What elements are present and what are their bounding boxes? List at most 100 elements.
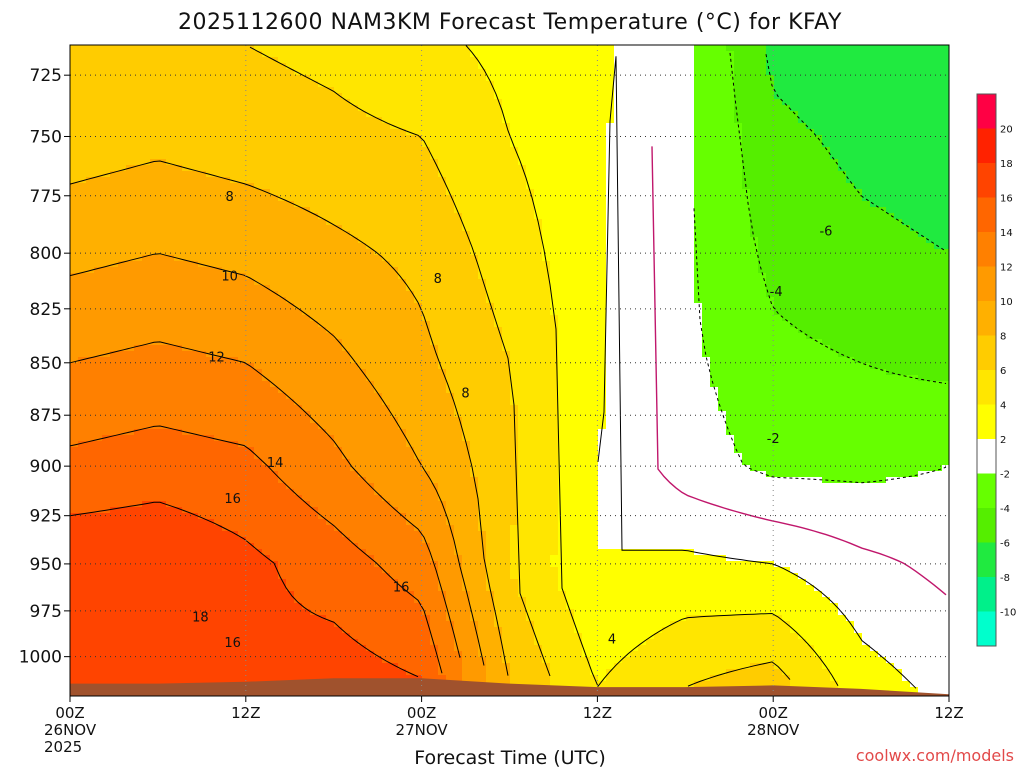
field-cell bbox=[374, 597, 383, 604]
field-cell bbox=[302, 561, 311, 568]
field-cell bbox=[230, 417, 239, 424]
field-cell bbox=[182, 543, 191, 550]
field-cell bbox=[270, 549, 279, 556]
field-cell bbox=[134, 81, 143, 88]
field-cell bbox=[142, 213, 151, 220]
field-cell bbox=[358, 471, 367, 478]
field-cell bbox=[246, 441, 255, 448]
field-cell bbox=[318, 375, 327, 382]
field-cell bbox=[166, 87, 175, 94]
field-cell bbox=[166, 57, 175, 64]
field-cell bbox=[166, 213, 175, 220]
field-cell bbox=[70, 471, 79, 478]
field-cell bbox=[78, 555, 87, 562]
field-cell bbox=[366, 129, 375, 136]
field-cell bbox=[414, 579, 423, 586]
field-cell bbox=[118, 357, 127, 364]
field-cell bbox=[158, 237, 167, 244]
field-cell bbox=[230, 501, 239, 508]
field-cell bbox=[230, 663, 239, 670]
field-cell bbox=[350, 363, 359, 370]
field-cell bbox=[406, 219, 415, 226]
field-cell bbox=[390, 45, 399, 52]
field-cell bbox=[70, 63, 79, 70]
field-cell bbox=[174, 51, 183, 58]
field-cell bbox=[262, 153, 271, 160]
field-cell bbox=[310, 309, 319, 316]
field-cell bbox=[366, 651, 375, 658]
field-cell bbox=[102, 657, 111, 664]
field-cell bbox=[230, 465, 239, 472]
field-cell bbox=[126, 615, 135, 622]
field-cell bbox=[198, 351, 207, 358]
field-cell bbox=[150, 279, 159, 286]
field-cell bbox=[110, 279, 119, 286]
field-cell bbox=[206, 651, 215, 658]
field-cell bbox=[94, 507, 103, 514]
field-cell bbox=[94, 453, 103, 460]
field-cell bbox=[422, 57, 431, 64]
field-cell bbox=[150, 393, 159, 400]
field-cell bbox=[390, 609, 399, 616]
field-cell bbox=[342, 387, 351, 394]
field-cell bbox=[158, 99, 167, 106]
field-cell bbox=[318, 315, 327, 322]
field-cell bbox=[398, 363, 407, 370]
field-cell bbox=[422, 315, 431, 322]
field-cell bbox=[190, 591, 199, 598]
field-cell bbox=[414, 639, 423, 646]
field-cell bbox=[422, 147, 431, 154]
field-cell bbox=[350, 117, 359, 124]
field-cell bbox=[414, 387, 423, 394]
field-cell bbox=[350, 519, 359, 526]
field-cell bbox=[214, 171, 223, 178]
field-cell bbox=[166, 219, 175, 226]
field-cell bbox=[278, 483, 287, 490]
field-cell bbox=[350, 423, 359, 430]
field-cell bbox=[182, 645, 191, 652]
field-cell bbox=[310, 279, 319, 286]
field-cell bbox=[262, 69, 271, 76]
field-cell bbox=[126, 483, 135, 490]
field-cell bbox=[110, 237, 119, 244]
field-cell bbox=[246, 555, 255, 562]
field-cell bbox=[334, 621, 343, 628]
field-cell bbox=[182, 111, 191, 118]
field-cell bbox=[238, 159, 247, 166]
field-cell bbox=[398, 609, 407, 616]
field-cell bbox=[342, 69, 351, 76]
field-cell bbox=[422, 183, 431, 190]
field-cell bbox=[150, 273, 159, 280]
field-cell bbox=[158, 153, 167, 160]
field-cell bbox=[302, 195, 311, 202]
field-cell bbox=[174, 153, 183, 160]
field-cell bbox=[382, 399, 391, 406]
field-cell bbox=[374, 231, 383, 238]
field-cell bbox=[198, 603, 207, 610]
field-cell bbox=[238, 255, 247, 262]
field-cell bbox=[246, 117, 255, 124]
field-cell bbox=[78, 597, 87, 604]
field-cell bbox=[326, 657, 335, 664]
field-cell bbox=[118, 477, 127, 484]
field-cell bbox=[190, 183, 199, 190]
field-cell bbox=[302, 663, 311, 670]
field-cell bbox=[214, 213, 223, 220]
field-cell bbox=[214, 591, 223, 598]
field-cell bbox=[318, 141, 327, 148]
field-cell bbox=[102, 279, 111, 286]
field-cell bbox=[366, 393, 375, 400]
field-cell bbox=[430, 579, 439, 586]
field-cell bbox=[230, 531, 239, 538]
field-cell bbox=[262, 585, 271, 592]
field-cell bbox=[158, 489, 167, 496]
field-cell bbox=[126, 675, 135, 682]
field-cell bbox=[230, 303, 239, 310]
field-cell bbox=[150, 609, 159, 616]
field-cell bbox=[166, 441, 175, 448]
field-cell bbox=[430, 99, 439, 106]
field-cell bbox=[110, 75, 119, 82]
field-cell bbox=[86, 489, 95, 496]
field-cell bbox=[142, 669, 151, 676]
field-cell bbox=[262, 195, 271, 202]
